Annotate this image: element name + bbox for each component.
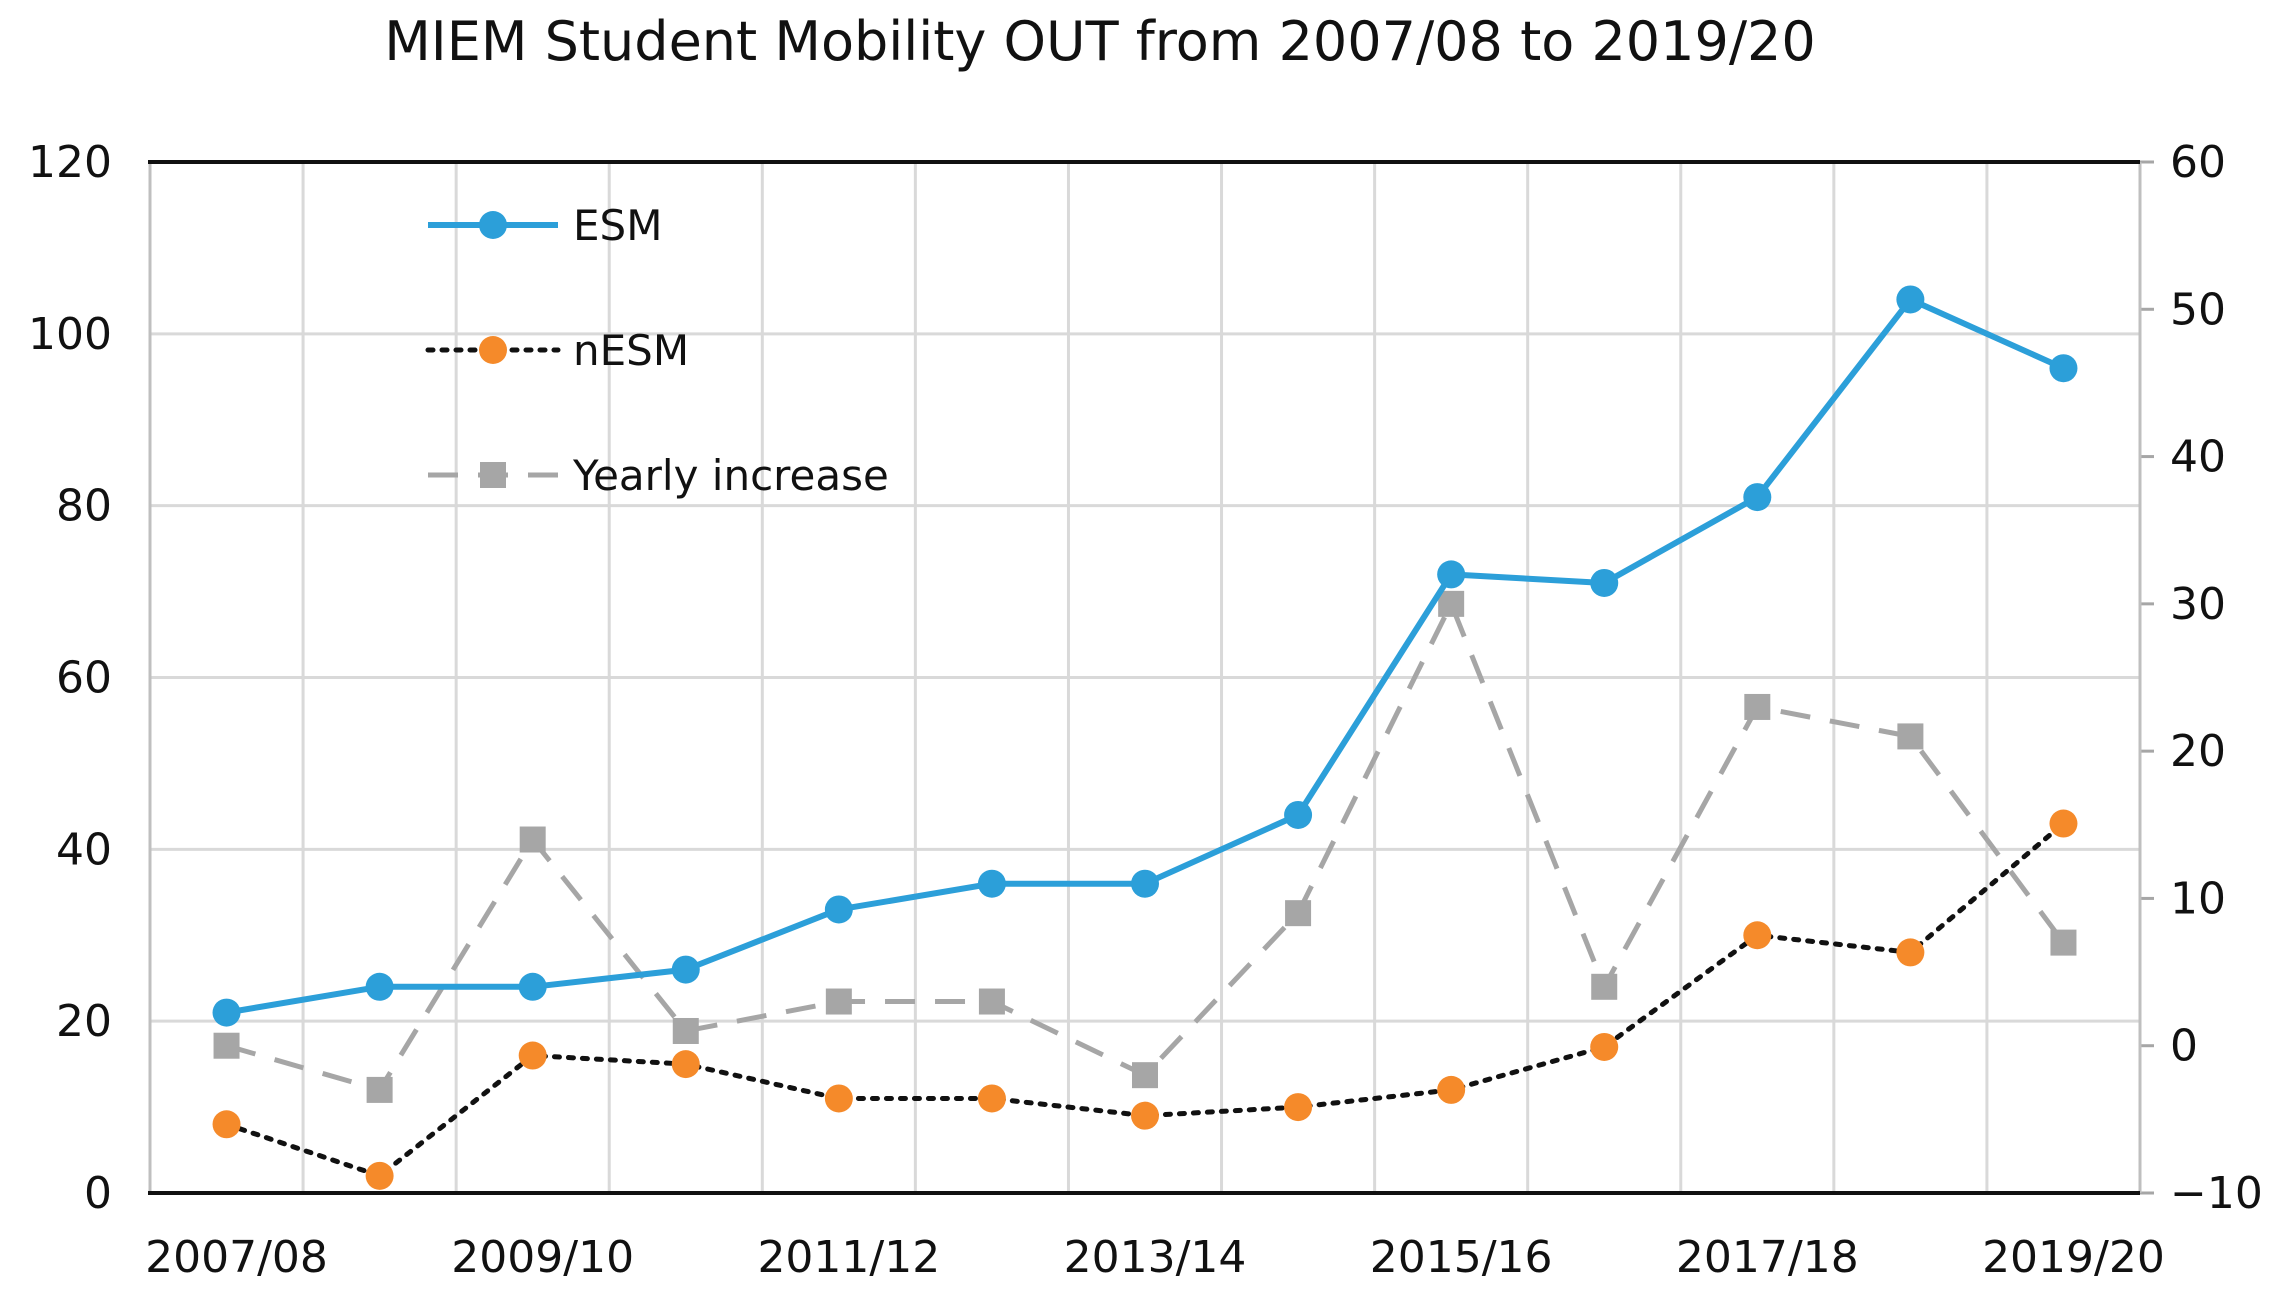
yearly-increase-marker <box>213 1032 240 1059</box>
esm-point <box>365 972 394 1001</box>
nesm-point <box>1590 1032 1619 1061</box>
esm-point <box>1284 800 1313 829</box>
x-tick-label: 2013/14 <box>1064 1232 1247 1283</box>
tick-labels: 0 20 40 60 80 100 120 −10 0 10 20 30 40 50 60 2007/08 20… <box>28 137 2263 1283</box>
esm-point <box>671 955 700 984</box>
legend-nesm-swatch-marker <box>479 336 507 364</box>
nesm-point <box>824 1084 853 1113</box>
yearly-increase-marker <box>672 1017 699 1044</box>
y-left-tick-label: 100 <box>28 309 112 360</box>
yearly-increase-marker <box>366 1076 393 1103</box>
x-tick-label: 2007/08 <box>145 1232 328 1283</box>
y-right-tick-label: −10 <box>2170 1168 2263 1219</box>
nesm-point <box>2049 809 2078 838</box>
yearly-increase-marker <box>1438 590 1465 617</box>
legend-yearly-increase-swatch-marker <box>480 462 506 488</box>
x-tick-label: 2011/12 <box>757 1232 940 1283</box>
yearly-increase-marker <box>978 988 1005 1015</box>
y-left-tick-label: 20 <box>56 996 112 1047</box>
x-tick-label: 2017/18 <box>1676 1232 1859 1283</box>
nesm-point <box>977 1084 1006 1113</box>
nesm-point <box>518 1041 547 1070</box>
y-left-tick-label: 60 <box>56 653 112 704</box>
x-tick-label: 2009/10 <box>451 1232 634 1283</box>
nesm-point <box>212 1110 241 1139</box>
y-left-tick-label: 120 <box>28 137 112 188</box>
legend-yearly-increase-label: Yearly increase <box>572 451 889 500</box>
yearly-increase-marker <box>519 826 546 853</box>
esm-point <box>518 972 547 1001</box>
yearly-increase-marker <box>825 988 852 1015</box>
yearly-increase-marker <box>1744 693 1771 720</box>
nesm-point <box>1284 1093 1313 1122</box>
y-right-tick-label: 50 <box>2170 284 2226 335</box>
y-left-tick-label: 0 <box>84 1168 112 1219</box>
esm-point <box>212 998 241 1027</box>
y-right-tick-label: 10 <box>2170 873 2226 924</box>
esm-point <box>1437 560 1466 589</box>
y-right-tick-label: 0 <box>2170 1021 2198 1072</box>
nesm-point <box>1743 921 1772 950</box>
esm-point <box>977 869 1006 898</box>
esm-point <box>1896 285 1925 314</box>
esm-point <box>824 895 853 924</box>
nesm-point <box>1131 1101 1159 1130</box>
yearly-increase-marker <box>1285 900 1312 927</box>
grid <box>150 160 2140 1193</box>
y-left-tick-label: 80 <box>56 481 112 532</box>
nesm-point <box>365 1161 394 1190</box>
legend-esm-swatch-marker <box>479 211 507 239</box>
yearly-increase-marker <box>2050 929 2077 956</box>
yearly-increase-marker <box>1897 723 1924 750</box>
y-right-tick-label: 40 <box>2170 432 2226 483</box>
axes <box>148 160 2154 1195</box>
esm-point <box>1131 869 1159 898</box>
esm-point <box>1590 568 1619 597</box>
legend-esm-label: ESM <box>573 201 662 250</box>
legend-nesm-label: nESM <box>573 326 689 375</box>
nesm-point <box>671 1050 700 1079</box>
yearly-increase-marker <box>1132 1062 1158 1089</box>
chart-title: MIEM Student Mobility OUT from 2007/08 t… <box>384 10 1816 73</box>
esm-point <box>2049 354 2078 383</box>
x-tick-label: 2019/20 <box>1982 1232 2165 1283</box>
nesm-point <box>1896 938 1925 967</box>
y-left-tick-label: 40 <box>56 824 112 875</box>
x-tick-label: 2015/16 <box>1370 1232 1553 1283</box>
y-right-tick-label: 20 <box>2170 726 2226 777</box>
legend: ESM nESM Yearly increase <box>425 201 889 500</box>
yearly-increase-marker <box>1591 973 1618 1000</box>
esm-line <box>226 296 2065 1016</box>
esm-point <box>1743 483 1772 512</box>
nesm-point <box>1437 1075 1466 1104</box>
y-right-tick-label: 30 <box>2170 579 2226 630</box>
series-layer <box>212 285 2078 1190</box>
y-right-tick-label: 60 <box>2170 137 2226 188</box>
